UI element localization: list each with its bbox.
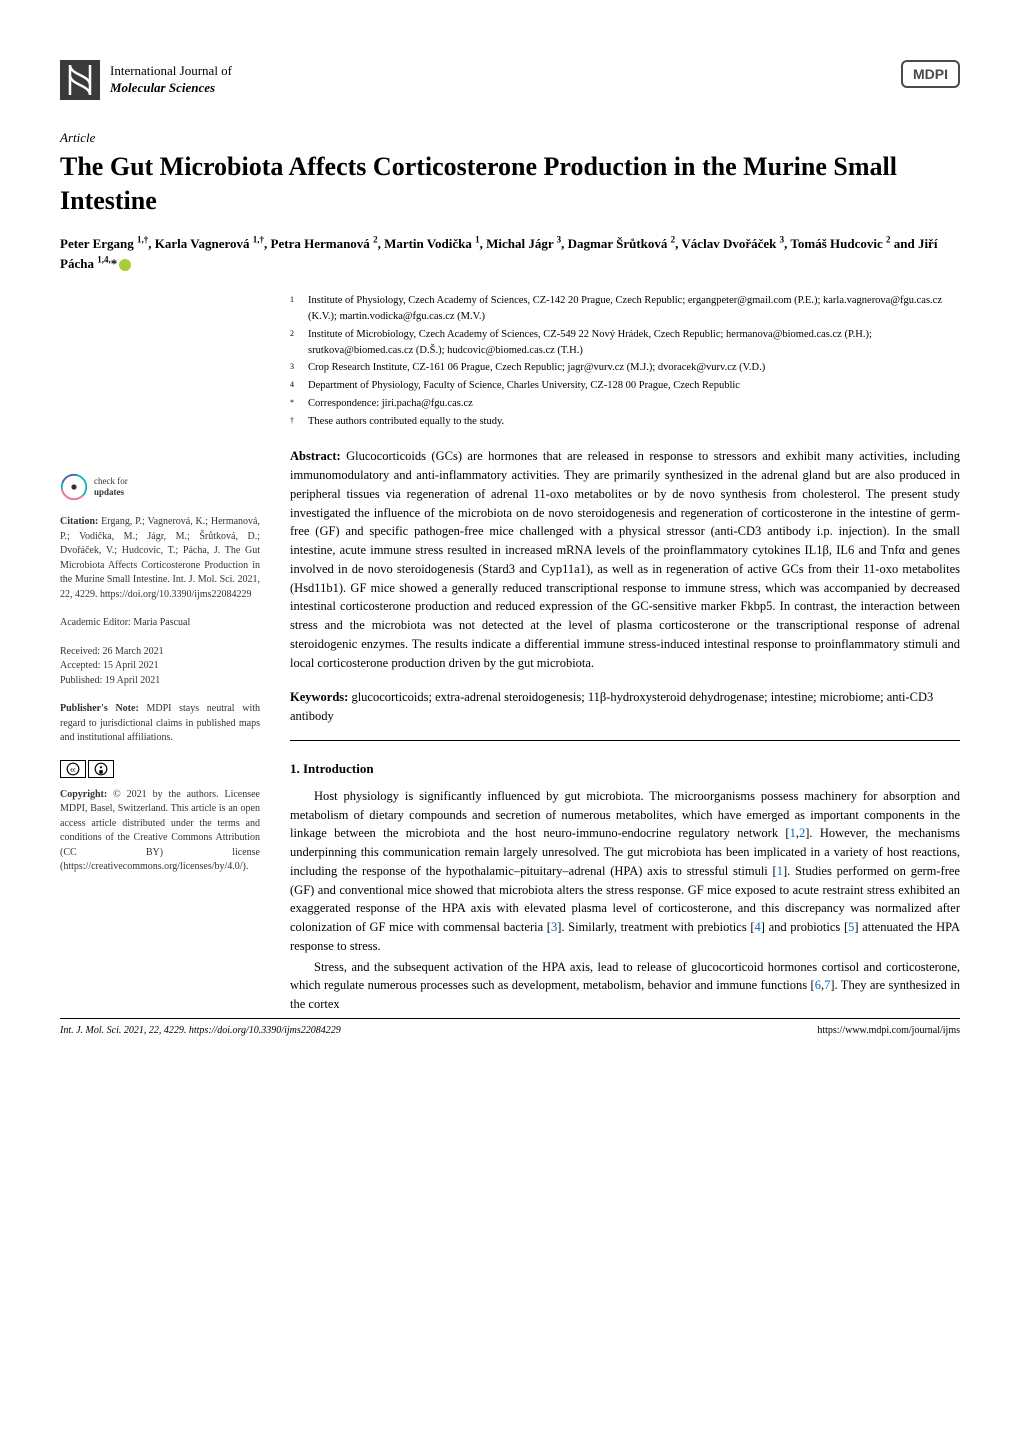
affiliation-row: † These authors contributed equally to th… <box>290 414 960 430</box>
main-column: 1Institute of Physiology, Czech Academy … <box>290 293 960 1016</box>
copyright-label: Copyright: <box>60 789 107 800</box>
editor-block: Academic Editor: Maria Pascual <box>60 616 260 631</box>
check-updates-badge[interactable]: check for updates <box>60 473 260 501</box>
journal-brand: International Journal of Molecular Scien… <box>60 60 232 100</box>
orcid-icon[interactable] <box>119 259 131 271</box>
page-footer: Int. J. Mol. Sci. 2021, 22, 4229. https:… <box>60 1018 960 1036</box>
editor-text: Maria Pascual <box>131 617 190 628</box>
journal-name: International Journal of Molecular Scien… <box>110 63 232 97</box>
abstract: Abstract: Glucocorticoids (GCs) are horm… <box>290 447 960 672</box>
check-updates-text: check for updates <box>94 476 128 498</box>
affiliation-marker: 4 <box>290 378 300 394</box>
check-line1: check for <box>94 476 128 487</box>
citation-block: Citation: Ergang, P.; Vagnerová, K.; Her… <box>60 515 260 602</box>
editor-label: Academic Editor: <box>60 617 131 628</box>
journal-name-bottom: Molecular Sciences <box>110 80 232 97</box>
article-type: Article <box>60 130 960 146</box>
affiliation-row: 1Institute of Physiology, Czech Academy … <box>290 293 960 325</box>
copyright-text: © 2021 by the authors. Licensee MDPI, Ba… <box>60 789 260 873</box>
dates-block: Received: 26 March 2021 Accepted: 15 Apr… <box>60 645 260 689</box>
abstract-label: Abstract: <box>290 449 341 463</box>
affiliation-marker: 3 <box>290 360 300 376</box>
affiliation-text: Correspondence: jiri.pacha@fgu.cas.cz <box>308 396 473 412</box>
check-line2: updates <box>94 487 128 498</box>
affiliation-row: 3 Crop Research Institute, CZ-161 06 Prag… <box>290 360 960 376</box>
intro-p2: Stress, and the subsequent activation of… <box>290 958 960 1014</box>
keywords-label: Keywords: <box>290 690 348 704</box>
affiliation-text: Department of Physiology, Faculty of Sci… <box>308 378 740 394</box>
publishers-note: Publisher's Note: MDPI stays neutral wit… <box>60 702 260 746</box>
affiliation-row: 2Institute of Microbiology, Czech Academ… <box>290 327 960 359</box>
journal-name-top: International Journal of <box>110 63 232 80</box>
published-date: Published: 19 April 2021 <box>60 674 260 689</box>
footer-right[interactable]: https://www.mdpi.com/journal/ijms <box>817 1025 960 1036</box>
affiliation-text: Crop Research Institute, CZ-161 06 Pragu… <box>308 360 765 376</box>
affiliation-row: * Correspondence: jiri.pacha@fgu.cas.cz <box>290 396 960 412</box>
keywords: Keywords: glucocorticoids; extra-adrenal… <box>290 688 960 726</box>
section-1-body: Host physiology is significantly influen… <box>290 787 960 1014</box>
publisher-logo: MDPI <box>901 60 960 88</box>
section-1-title: 1. Introduction <box>290 761 960 777</box>
copyright-block: Copyright: © 2021 by the authors. Licens… <box>60 788 260 875</box>
footer-left: Int. J. Mol. Sci. 2021, 22, 4229. https:… <box>60 1025 341 1036</box>
affiliation-marker: * <box>290 396 300 412</box>
affiliations: 1Institute of Physiology, Czech Academy … <box>290 293 960 429</box>
keywords-text: glucocorticoids; extra-adrenal steroidog… <box>290 690 933 723</box>
divider <box>290 740 960 741</box>
received-date: Received: 26 March 2021 <box>60 645 260 660</box>
author-list: Peter Ergang 1,†, Karla Vagnerová 1,†, P… <box>60 234 960 274</box>
by-icon <box>88 760 114 778</box>
cc-license-badge[interactable]: cc <box>60 760 260 778</box>
cc-icon: cc <box>60 760 86 778</box>
sidebar: check for updates Citation: Ergang, P.; … <box>60 293 260 1016</box>
main-content-grid: check for updates Citation: Ergang, P.; … <box>60 293 960 1016</box>
page-header: International Journal of Molecular Scien… <box>60 60 960 100</box>
citation-label: Citation: <box>60 516 98 527</box>
affiliation-marker: † <box>290 414 300 430</box>
affiliation-text: These authors contributed equally to the… <box>308 414 504 430</box>
svg-text:cc: cc <box>70 767 76 773</box>
affiliation-marker: 1 <box>290 293 300 325</box>
article-title: The Gut Microbiota Affects Corticosteron… <box>60 150 960 218</box>
intro-p1: Host physiology is significantly influen… <box>290 787 960 956</box>
citation-text: Ergang, P.; Vagnerová, K.; Hermanová, P.… <box>60 516 260 600</box>
abstract-text: Glucocorticoids (GCs) are hormones that … <box>290 449 960 669</box>
note-label: Publisher's Note: <box>60 703 139 714</box>
journal-logo-icon <box>60 60 100 100</box>
affiliation-marker: 2 <box>290 327 300 359</box>
affiliation-text: Institute of Physiology, Czech Academy o… <box>308 293 960 325</box>
affiliation-text: Institute of Microbiology, Czech Academy… <box>308 327 960 359</box>
affiliation-row: 4 Department of Physiology, Faculty of Sc… <box>290 378 960 394</box>
accepted-date: Accepted: 15 April 2021 <box>60 659 260 674</box>
check-updates-icon <box>60 473 88 501</box>
